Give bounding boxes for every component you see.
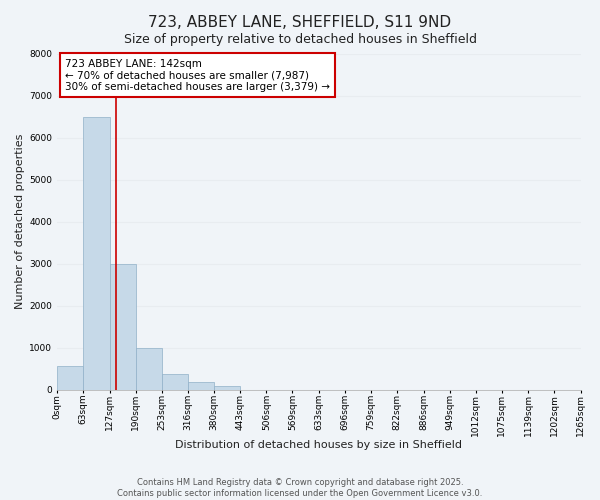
Bar: [110, 264, 136, 390]
Text: 723, ABBEY LANE, SHEFFIELD, S11 9ND: 723, ABBEY LANE, SHEFFIELD, S11 9ND: [148, 15, 452, 30]
Text: Size of property relative to detached houses in Sheffield: Size of property relative to detached ho…: [124, 32, 476, 46]
Bar: [188, 382, 214, 390]
X-axis label: Distribution of detached houses by size in Sheffield: Distribution of detached houses by size …: [175, 440, 462, 450]
Bar: [214, 386, 241, 390]
Y-axis label: Number of detached properties: Number of detached properties: [15, 134, 25, 309]
Bar: [136, 348, 162, 390]
Text: Contains HM Land Registry data © Crown copyright and database right 2025.
Contai: Contains HM Land Registry data © Crown c…: [118, 478, 482, 498]
Bar: [162, 374, 188, 390]
Bar: [83, 118, 110, 390]
Text: 723 ABBEY LANE: 142sqm
← 70% of detached houses are smaller (7,987)
30% of semi-: 723 ABBEY LANE: 142sqm ← 70% of detached…: [65, 58, 330, 92]
Bar: [57, 366, 83, 390]
